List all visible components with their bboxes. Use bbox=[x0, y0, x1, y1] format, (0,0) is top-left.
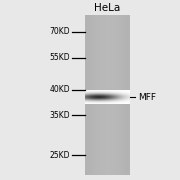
Text: MFF: MFF bbox=[138, 93, 156, 102]
Text: 35KD: 35KD bbox=[49, 111, 70, 120]
Text: HeLa: HeLa bbox=[94, 3, 120, 13]
Text: 70KD: 70KD bbox=[49, 28, 70, 37]
Text: 40KD: 40KD bbox=[49, 86, 70, 94]
Text: 55KD: 55KD bbox=[49, 53, 70, 62]
Text: 25KD: 25KD bbox=[50, 150, 70, 159]
Bar bbox=[85, 15, 130, 175]
